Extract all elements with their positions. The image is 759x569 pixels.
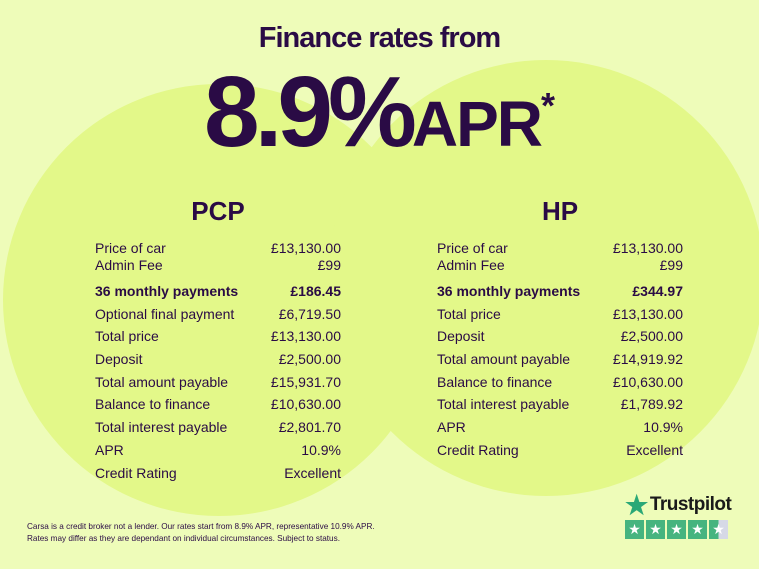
table-row: Price of car £13,130.00	[95, 240, 341, 257]
disclaimer-line-2: Rates may differ as they are dependant o…	[27, 534, 340, 543]
table-row: Credit Rating Excellent	[95, 462, 341, 485]
row-label: Admin Fee	[437, 257, 505, 273]
star-icon: ★	[646, 520, 665, 539]
table-row: Total amount payable £15,931.70	[95, 371, 341, 394]
trustpilot-name: Trustpilot	[649, 494, 732, 515]
row-label: Admin Fee	[95, 257, 163, 273]
trustpilot-rating: ★ ★ ★ ★ ★	[625, 520, 731, 539]
table-row: Deposit £2,500.00	[95, 348, 341, 371]
table-row: Admin Fee £99	[437, 257, 683, 274]
headline: Finance rates from	[258, 22, 501, 54]
table-row: Balance to finance £10,630.00	[95, 393, 341, 416]
trustpilot-badge: ★ Trustpilot ★ ★ ★ ★ ★	[625, 490, 732, 539]
row-value: £2,500.00	[620, 328, 683, 345]
table-row: Total amount payable £14,919.92	[437, 348, 683, 371]
table-row: Balance to finance £10,630.00	[437, 371, 683, 394]
row-value: £1,789.92	[620, 396, 683, 413]
table-row: Credit Rating Excellent	[437, 439, 683, 462]
hp-table: HP Price of car £13,130.00 Admin Fee £99 36 …	[437, 196, 683, 462]
row-value: £13,130.00	[612, 305, 683, 322]
row-label: Total interest payable	[437, 396, 570, 413]
star-icon: ★	[688, 520, 707, 539]
row-value: £10,630.00	[612, 373, 683, 390]
row-value: £99	[659, 257, 683, 273]
row-label: APR	[95, 441, 124, 458]
table-row: Total price £13,130.00	[95, 325, 341, 348]
row-value: £15,931.70	[270, 373, 341, 390]
hp-title: HP	[541, 196, 579, 226]
row-value: £13,130.00	[612, 240, 683, 256]
row-value: 10.9%	[301, 441, 341, 458]
background-circle-right	[328, 60, 759, 496]
row-label: Price of car	[437, 240, 508, 256]
row-value: £186.45	[290, 283, 341, 299]
row-label: APR	[437, 419, 466, 436]
row-label: 36 monthly payments	[95, 283, 239, 299]
pcp-title: PCP	[191, 196, 245, 226]
headline-rate: 8.9%APR*	[0, 62, 759, 162]
row-label: Price of car	[95, 240, 166, 256]
row-label: Total price	[437, 305, 501, 322]
table-row: APR 10.9%	[95, 439, 341, 462]
row-value: £13,130.00	[270, 328, 341, 345]
star-icon: ★	[625, 490, 648, 520]
rate-value: 8.9%	[203, 56, 417, 168]
star-icon: ★	[667, 520, 686, 539]
star-icon: ★	[625, 520, 644, 539]
row-label: 36 monthly payments	[437, 283, 581, 299]
pcp-table: PCP Price of car £13,130.00 Admin Fee £99 36…	[95, 196, 341, 484]
row-value: £14,919.92	[612, 351, 683, 368]
table-row: Total price £13,130.00	[437, 303, 683, 326]
table-row: Total interest payable £1,789.92	[437, 393, 683, 416]
row-label: Total amount payable	[437, 351, 571, 368]
row-value: Excellent	[626, 441, 683, 458]
table-row: APR 10.9%	[437, 416, 683, 439]
table-row: Total interest payable £2,801.70	[95, 416, 341, 439]
apr-label: APR	[411, 88, 543, 160]
row-label: Deposit	[437, 328, 485, 345]
row-value: £344.97	[632, 283, 683, 299]
table-row: Deposit £2,500.00	[437, 325, 683, 348]
row-value: £2,500.00	[278, 351, 341, 368]
disclaimer-line-1: Carsa is a credit broker not a lender. O…	[27, 522, 375, 531]
table-row: Admin Fee £99	[95, 257, 341, 274]
row-label: Optional final payment	[95, 305, 235, 322]
row-label: Balance to finance	[95, 396, 211, 413]
row-label: Credit Rating	[95, 464, 177, 481]
disclaimer: Carsa is a credit broker not a lender. O…	[27, 521, 375, 545]
row-value: £99	[317, 257, 341, 273]
row-label: Total interest payable	[95, 419, 228, 436]
row-label: Credit Rating	[437, 441, 519, 458]
star-icon: ★	[709, 520, 728, 539]
row-value: £10,630.00	[270, 396, 341, 413]
table-row: 36 monthly payments £344.97	[437, 280, 683, 303]
row-value: £13,130.00	[270, 240, 341, 256]
row-label: Total price	[95, 328, 159, 345]
asterisk: *	[541, 85, 556, 126]
row-value: £2,801.70	[278, 419, 341, 436]
row-label: Deposit	[95, 351, 143, 368]
table-row: Price of car £13,130.00	[437, 240, 683, 257]
table-row: 36 monthly payments £186.45	[95, 280, 341, 303]
row-value: £6,719.50	[278, 305, 341, 322]
row-label: Balance to finance	[437, 373, 553, 390]
row-value: Excellent	[284, 464, 341, 481]
row-value: 10.9%	[643, 419, 683, 436]
table-row: Optional final payment £6,719.50	[95, 303, 341, 326]
row-label: Total amount payable	[95, 373, 229, 390]
